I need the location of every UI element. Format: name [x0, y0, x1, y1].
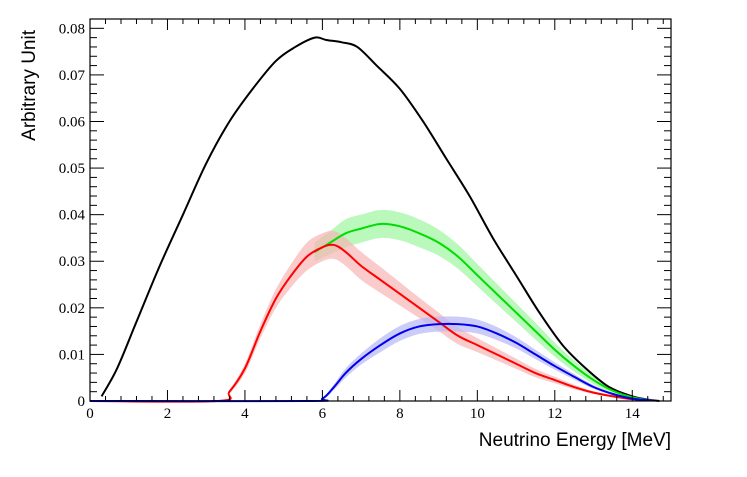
y-tick-label: 0.07: [59, 68, 86, 84]
plot-frame: [89, 18, 672, 402]
y-tick-label: 0.06: [59, 114, 86, 130]
y-tick-label: 0.01: [59, 347, 85, 363]
x-tick-label: 10: [470, 406, 485, 422]
y-tick-label: 0.02: [59, 301, 85, 317]
x-tick-label: 2: [164, 406, 172, 422]
line-green: [314, 222, 652, 402]
band-blue: [90, 316, 652, 402]
line-blue: [89, 322, 652, 403]
x-tick-label: 6: [319, 406, 327, 422]
y-tick-label: 0.03: [59, 254, 85, 270]
axis-ticks: [89, 18, 671, 402]
uncertainty-bands: [90, 209, 652, 402]
x-tick-label: 14: [625, 406, 641, 422]
x-axis-title: Neutrino Energy [MeV]: [479, 430, 671, 451]
tick-labels: 0 2 4 6 8 10 12 14 0 0.01 0.02 0.03 0.04 0.05 0.06 0.07…: [59, 21, 641, 422]
line-total: [100, 36, 660, 402]
x-tick-label: 8: [396, 406, 404, 422]
x-tick-label: 0: [86, 406, 94, 422]
y-tick-label: 0.05: [59, 161, 85, 177]
x-tick-label: 4: [241, 406, 249, 422]
y-tick-label: 0.04: [59, 208, 86, 224]
line-red: [89, 243, 652, 403]
band-green: [314, 209, 652, 401]
y-tick-label: 0: [78, 394, 86, 410]
x-tick-label: 12: [547, 406, 562, 422]
y-tick-label: 0.08: [59, 21, 85, 37]
series-lines: [89, 36, 660, 403]
y-axis-title: Arbitrary Unit: [19, 29, 40, 141]
band-red: [90, 230, 652, 402]
